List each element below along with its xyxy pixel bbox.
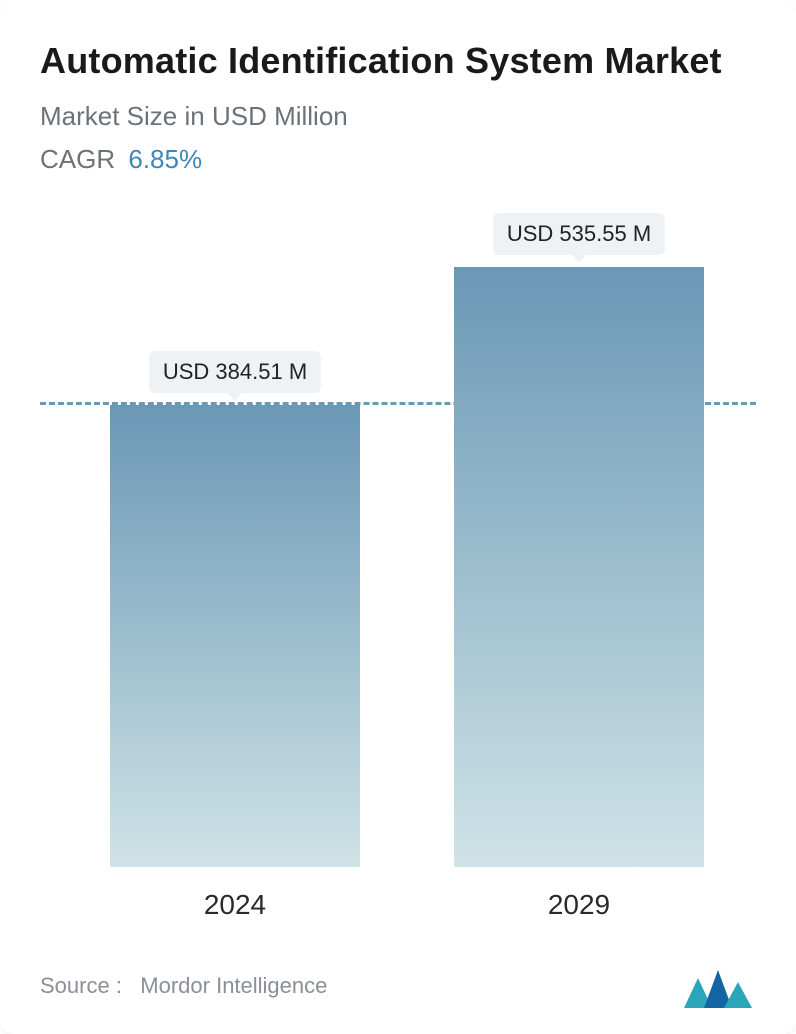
chart-subtitle: Market Size in USD Million: [40, 101, 756, 132]
cagr-label: CAGR: [40, 144, 115, 174]
bar-value-label: USD 384.51 M: [149, 351, 321, 393]
bar-value-label: USD 535.55 M: [493, 213, 665, 255]
chart-area: USD 384.51 M USD 535.55 M: [40, 227, 756, 867]
x-axis-labels: 2024 2029: [40, 889, 756, 929]
mordor-logo-icon: [684, 964, 756, 1008]
x-label-2024: 2024: [110, 889, 360, 921]
bar-2029: USD 535.55 M: [454, 267, 704, 867]
x-label-2029: 2029: [454, 889, 704, 921]
bar-2024: USD 384.51 M: [110, 405, 360, 867]
cagr-value: 6.85%: [128, 144, 202, 174]
source-name: Mordor Intelligence: [140, 973, 327, 998]
cagr-line: CAGR 6.85%: [40, 144, 756, 175]
market-card: Automatic Identification System Market M…: [0, 0, 796, 1034]
source-text: Source : Mordor Intelligence: [40, 973, 327, 999]
bar-fill: [454, 267, 704, 867]
footer: Source : Mordor Intelligence: [40, 964, 756, 1008]
chart-title: Automatic Identification System Market: [40, 38, 756, 83]
source-label: Source :: [40, 973, 122, 998]
bar-fill: [110, 405, 360, 867]
